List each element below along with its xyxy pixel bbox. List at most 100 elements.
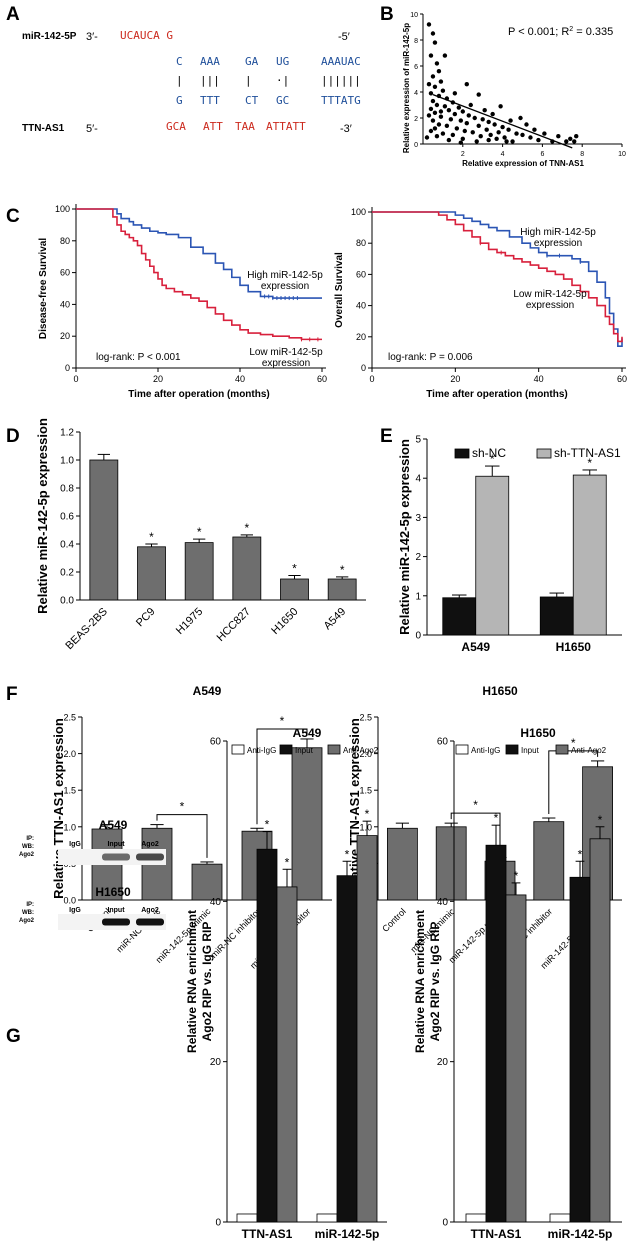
significance-star: * (598, 813, 603, 827)
blot-row-label: Ago2 (19, 918, 35, 924)
logrank-stat: log-rank: P < 0.001 (96, 352, 181, 363)
x-tick-label: 10 (618, 151, 626, 158)
y-tick-label: 40 (210, 897, 222, 908)
scatter-point (472, 115, 477, 121)
scatter-point (464, 121, 469, 126)
scatter-point (476, 92, 481, 97)
scatter-point (438, 79, 444, 84)
scatter-point (446, 137, 452, 143)
scatter-point (440, 131, 446, 136)
significance-star: * (345, 847, 350, 861)
bar (137, 546, 166, 601)
y-axis-label: Disease-free Survival (38, 238, 49, 339)
y-tick-label: 10 (410, 12, 418, 19)
significance-star: * (292, 562, 297, 576)
stat-annotation: P < 0.001; R2 = 0.335 (508, 26, 613, 38)
curve-label: High miR-142-5p (520, 227, 596, 238)
mir-prefix: 3′- (86, 31, 98, 43)
y-axis-label: Relative miR-142-5p expression (35, 418, 50, 614)
scatter-point (478, 134, 483, 139)
bar (280, 578, 309, 601)
scatter-point (456, 105, 462, 110)
scatter-point (518, 115, 523, 121)
scatter-point (436, 122, 442, 127)
y-tick-label: 100 (351, 207, 366, 217)
category-label: A549 (461, 640, 490, 654)
x-axis-label: Time after operation (months) (128, 389, 270, 400)
scatter-point (432, 40, 438, 45)
pair-seg-4: ·| (276, 74, 289, 87)
bracket-star: * (180, 800, 185, 814)
bracket-star: * (571, 736, 576, 750)
y-tick-label: 20 (210, 1057, 222, 1068)
scatter-point (444, 123, 450, 128)
y-tick-label: 20 (60, 331, 70, 341)
scatter-point (564, 139, 569, 144)
scatter-point (510, 139, 515, 144)
blot-row-label: IP: (26, 836, 34, 842)
scatter-point (428, 53, 434, 58)
scatter-point (542, 131, 547, 136)
significance-star: * (197, 525, 202, 539)
tt-seg-4: GC (276, 94, 289, 107)
scatter-point (424, 135, 430, 140)
blot-band (102, 918, 130, 926)
scatter-point (486, 137, 491, 143)
bar (336, 875, 358, 1223)
scatter-point (434, 102, 440, 108)
legend-swatch (536, 448, 552, 459)
y-tick-label: 0 (215, 1218, 221, 1229)
bar (569, 876, 591, 1223)
scatter-point (476, 123, 481, 128)
scatter-point (426, 82, 432, 87)
blot-band (136, 918, 164, 926)
significance-star: * (285, 855, 290, 869)
panel-letter-b: B (380, 4, 394, 25)
category-label: Control (380, 906, 408, 934)
scatter-point (536, 137, 541, 143)
bar (549, 1213, 571, 1223)
bar (505, 894, 527, 1223)
western-blot: A549 IgG Input Ago2 IP: WB: Ago2 H1650 IgG Input A… (19, 818, 166, 930)
category-label: H1975 (174, 606, 205, 637)
x-axis-label: Time after operation (months) (426, 389, 568, 400)
y-tick-label: 4 (415, 474, 421, 485)
category-label: H1650 (269, 606, 300, 637)
category-label: TTN-AS1 (471, 1227, 522, 1241)
scatter-point (428, 128, 434, 134)
y-tick-label: 1.5 (359, 786, 372, 796)
panel-a-alignment: miR-142-5P 3′- UCAUCA G -5′ C AAA GA UG … (22, 29, 361, 135)
y-tick-label: 40 (437, 897, 449, 908)
y-axis-label-line2: Ago2 RIP vs. IgG RIP (428, 922, 442, 1042)
tt-seg-1: G (176, 94, 183, 107)
curve-label-line2: expression (261, 281, 309, 292)
bar (236, 1213, 258, 1223)
legend-swatch (555, 744, 569, 755)
scatter-point (430, 31, 436, 36)
scatter-point (528, 135, 533, 140)
scatter-point (434, 134, 440, 139)
mir-label: miR-142-5P (22, 31, 77, 42)
scatter-point (470, 130, 475, 135)
category-label: TTN-AS1 (242, 1227, 293, 1241)
chart-g-a549: 0 20 40 60 TTN-AS1 * * miR-142-5p * * A549 Relative… (185, 726, 387, 1241)
tt-seg-5: TTTATG (321, 94, 361, 107)
scatter-point (458, 118, 464, 123)
legend-swatch (455, 744, 469, 755)
category-label: A549 (322, 606, 349, 633)
km-curve-red (372, 211, 623, 343)
legend-swatch (327, 744, 341, 755)
curve-label: Low miR-142-5p (249, 347, 323, 358)
y-axis-label: Relative miR-142-5p expression (397, 439, 412, 635)
legend-swatch (279, 744, 293, 755)
bracket-star: * (473, 798, 478, 812)
legend-swatch (231, 744, 245, 755)
scatter-point (430, 74, 436, 79)
scatter-point (488, 132, 493, 138)
legend-label: sh-NC (472, 446, 506, 460)
blot-band (102, 853, 130, 861)
scatter-point (556, 134, 561, 139)
scatter-point (482, 108, 487, 113)
y-tick-label: 100 (55, 204, 70, 214)
y-tick-label: 0.8 (60, 484, 74, 495)
